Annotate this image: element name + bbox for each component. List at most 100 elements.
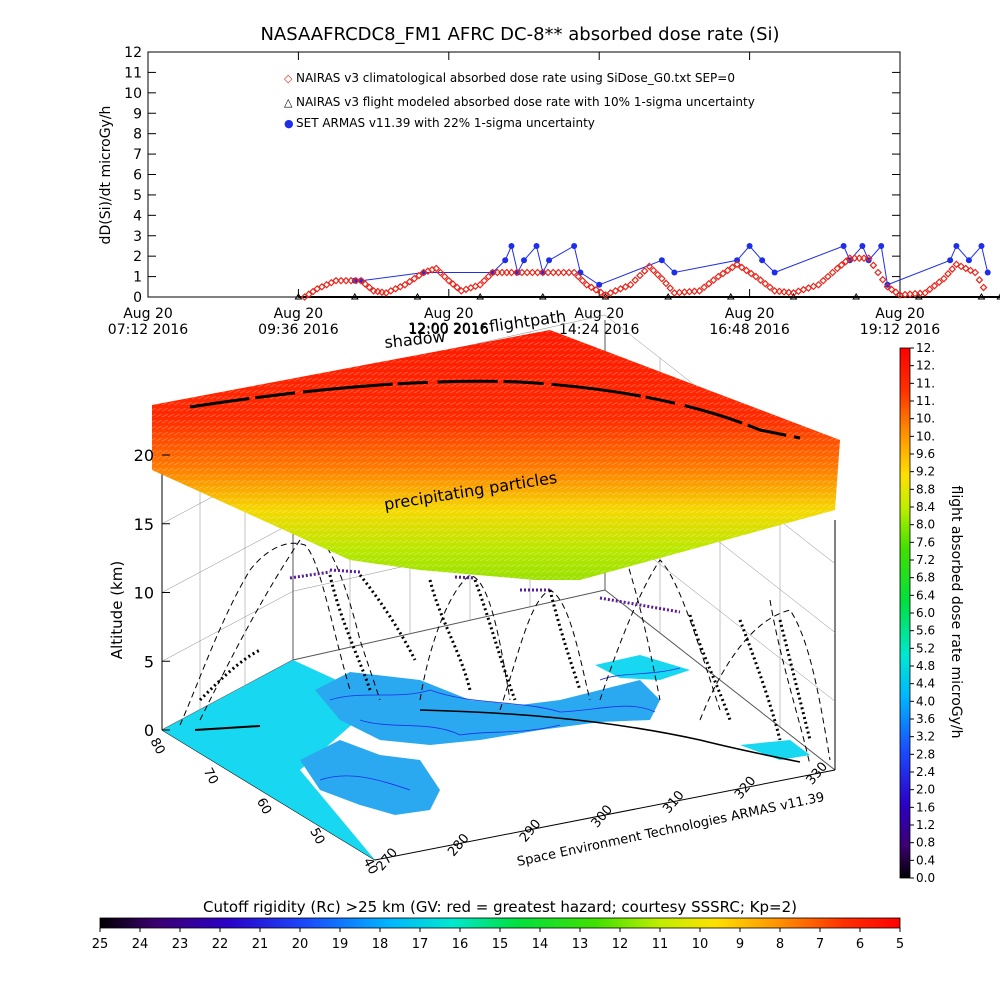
climatological-dose-marker <box>518 268 526 277</box>
bottom-colorbar-tick-label: 24 <box>132 937 149 952</box>
climatological-dose-marker <box>878 275 887 284</box>
ground-track-dots <box>778 619 812 741</box>
climatological-dose-marker <box>621 282 630 291</box>
modeled-dose-marker <box>413 293 422 300</box>
modeled-dose-marker <box>789 293 798 300</box>
bottom-colorbar-tick-label: 12 <box>612 937 629 952</box>
altitude-profile-path <box>599 559 721 711</box>
cruise-segment <box>329 568 361 574</box>
climatological-dose-marker <box>347 276 355 285</box>
ground-track-dots <box>428 579 472 691</box>
top-y-tick-label: 5 <box>133 188 142 204</box>
climatological-dose-marker <box>432 264 441 273</box>
top-x-tick-label-time: 14:24 2016 <box>559 322 640 338</box>
measured-dose-point <box>521 257 527 264</box>
altitude-axis: 0 5 10 15 20 <box>134 446 170 740</box>
top-y-tick-label: 1 <box>133 270 142 286</box>
ground-track-line <box>419 709 801 763</box>
climatological-dose-marker <box>373 287 382 296</box>
altitude-profile-path <box>499 589 591 711</box>
top-series-layer <box>294 242 1000 301</box>
climatological-dose-marker <box>574 272 583 281</box>
legend: ◇ NAIRAS v3 climatological absorbed dose… <box>284 71 755 130</box>
climatological-dose-marker <box>606 289 615 297</box>
measured-dose-point <box>658 257 665 264</box>
right-colorbar-scale <box>899 347 911 879</box>
longitude-tick-label: 280 <box>445 831 472 860</box>
altitude-tick-label: 10 <box>134 584 154 603</box>
cruise-segment <box>289 570 331 580</box>
climatological-dose-marker <box>410 274 419 283</box>
modeled-dose-marker <box>294 293 303 300</box>
climatological-dose-marker <box>828 268 837 277</box>
legend-text-modeled: NAIRAS v3 flight modeled absorbed dose r… <box>296 95 755 109</box>
top-y-tick-label: 6 <box>133 168 142 184</box>
top-y-tick-label: 7 <box>133 147 142 163</box>
top-y-tick-label: 2 <box>133 249 142 265</box>
altitude-tick-label: 20 <box>134 446 154 465</box>
climatological-dose-marker <box>538 268 547 277</box>
climatological-dose-marker <box>533 268 542 277</box>
map-coastlines <box>319 667 681 791</box>
right-colorbar-tick-label: 7.6 <box>916 535 935 549</box>
climatological-dose-marker <box>361 280 370 288</box>
map-ice-northeast <box>595 655 690 680</box>
climatological-dose-marker <box>948 265 957 273</box>
measured-dose-point <box>878 242 885 249</box>
climatological-dose-marker <box>756 276 765 285</box>
top-y-tick-label: 12 <box>124 45 142 61</box>
climatological-dose-marker <box>824 272 832 281</box>
climatological-dose-marker <box>415 271 423 280</box>
modeled-dose-marker <box>350 293 359 300</box>
legend-entry-measured: ● SET ARMAS v11.39 with 22% 1-sigma unce… <box>284 116 595 130</box>
climatological-dose-marker <box>592 286 600 294</box>
climatological-dose-marker <box>484 272 493 281</box>
climatological-dose-marker <box>921 289 929 297</box>
measured-dose-point <box>840 242 847 249</box>
flight-path-track <box>189 379 801 440</box>
altitude-axis-label: Altitude (km) <box>108 561 126 659</box>
bottom-colorbar-tick-label: 20 <box>292 937 309 952</box>
climatological-dose-marker <box>476 280 484 289</box>
ground-track-dots <box>473 579 517 701</box>
bottom-colorbar-tick-label: 11 <box>652 937 669 952</box>
right-colorbar-tick-label: 3.2 <box>916 730 935 744</box>
climatological-dose-marker <box>549 268 558 277</box>
bottom-colorbar-tick-label: 8 <box>776 937 784 952</box>
bottom-colorbar-tick-label: 17 <box>412 937 429 952</box>
legend-symbol-climatological: ◇ <box>284 72 293 85</box>
altitude-profile-path <box>419 574 511 701</box>
top-x-tick-label-time: 19:12 2016 <box>860 322 941 338</box>
climatological-dose-marker <box>966 266 975 275</box>
climatological-dose-marker <box>544 268 552 277</box>
bottom-colorbar-tick-label: 15 <box>492 937 509 952</box>
climatological-dose-marker <box>837 261 846 269</box>
right-colorbar-tick-label: 4.4 <box>916 677 935 691</box>
climatological-dose-marker <box>723 266 732 275</box>
climatological-dose-marker <box>700 283 709 292</box>
climatological-dose-marker <box>309 287 317 296</box>
latitude-tick-label: 60 <box>253 796 274 818</box>
climatological-dose-marker <box>649 266 658 275</box>
modeled-dose-marker <box>538 293 547 300</box>
measured-dose-point <box>953 242 960 249</box>
bottom-colorbar-tick-label: 21 <box>252 937 269 952</box>
measured-dose-point <box>984 269 991 276</box>
measured-dose-point <box>577 269 584 276</box>
climatological-dose-marker <box>401 280 409 289</box>
altitude-tick-label: 0 <box>144 721 154 740</box>
legend-entry-climatological: ◇ NAIRAS v3 climatological absorbed dose… <box>284 71 735 85</box>
measured-dose-point <box>859 242 866 249</box>
climatological-dose-marker <box>523 268 531 277</box>
climatological-dose-marker <box>719 269 727 278</box>
altitude-profile-path <box>199 534 381 721</box>
top-x-tick-label-date: Aug 20 <box>424 306 474 322</box>
map-land-west <box>300 740 440 815</box>
climatological-dose-marker <box>596 288 605 297</box>
climatological-dose-marker <box>695 287 704 295</box>
measured-dose-point <box>884 281 891 288</box>
top-y-tick-label: 9 <box>133 106 142 122</box>
bottom-colorbar-tick-label: 14 <box>532 937 549 952</box>
climatological-dose-marker <box>780 288 788 296</box>
